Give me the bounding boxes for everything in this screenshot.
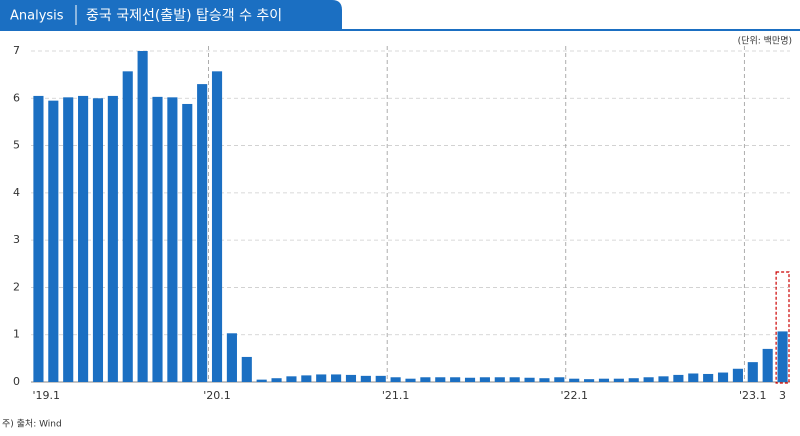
y-tick-label: 7 [13, 44, 20, 57]
bar [92, 98, 104, 383]
bar [197, 84, 208, 382]
y-tick-label: 0 [13, 375, 20, 388]
chart-title: 중국 국제선(출발) 탑승객 수 추이 [86, 8, 282, 24]
bar [435, 377, 446, 382]
bar [316, 374, 327, 382]
y-tick-label: 3 [13, 233, 20, 246]
x-tick-label: 3 [779, 389, 786, 402]
bar [732, 368, 743, 382]
header-bar [0, 0, 342, 30]
bar [598, 378, 610, 382]
bar [405, 378, 416, 382]
bar [643, 377, 654, 382]
bar [450, 377, 461, 382]
bar [375, 375, 386, 382]
bar [390, 377, 401, 382]
bar [584, 379, 595, 382]
x-tick-label: '19.1 [32, 389, 60, 402]
unit-label: (단위: 백만명) [738, 36, 792, 47]
bar [494, 377, 505, 382]
bar [688, 373, 699, 382]
bar [673, 374, 684, 382]
header-tab: Analysis [10, 9, 64, 24]
bar [48, 100, 59, 383]
y-tick-label: 6 [13, 91, 20, 104]
bar [628, 378, 639, 382]
source-note: 주) 출처: Wind [2, 418, 62, 430]
bar [360, 375, 371, 382]
bar [271, 378, 282, 382]
bar [569, 378, 580, 382]
bar [256, 379, 267, 382]
bar [613, 378, 624, 382]
bar [509, 377, 520, 382]
x-tick-label: '23.1 [739, 389, 767, 402]
bar [420, 377, 431, 382]
highlight-box [775, 271, 790, 384]
bar [554, 377, 565, 382]
bar [78, 95, 89, 383]
bar [226, 333, 237, 382]
bar [703, 373, 714, 382]
x-tick-label: '21.1 [382, 389, 410, 402]
bar [241, 356, 252, 382]
bar [479, 377, 490, 382]
bar [286, 376, 297, 382]
bar [63, 97, 74, 382]
bar [331, 374, 342, 382]
y-tick-label: 2 [13, 280, 20, 293]
bar [464, 377, 476, 382]
bar [33, 95, 44, 383]
bar [167, 97, 178, 382]
bar [747, 362, 758, 382]
bar [345, 374, 357, 382]
y-tick-label: 4 [13, 186, 20, 199]
bar [524, 377, 535, 382]
bar [658, 376, 669, 382]
y-tick-label: 5 [13, 139, 20, 152]
y-tick-label: 1 [13, 328, 20, 341]
bar [301, 375, 312, 382]
x-tick-label: '20.1 [203, 389, 231, 402]
bar [762, 348, 773, 382]
bar [182, 103, 193, 383]
bar [107, 95, 118, 383]
bar [777, 331, 788, 382]
bar [717, 372, 729, 382]
bar [152, 96, 163, 383]
bar [539, 378, 550, 382]
x-tick-label: '22.1 [560, 389, 588, 402]
bar [211, 71, 223, 382]
bar [137, 51, 148, 382]
bar [122, 71, 133, 382]
